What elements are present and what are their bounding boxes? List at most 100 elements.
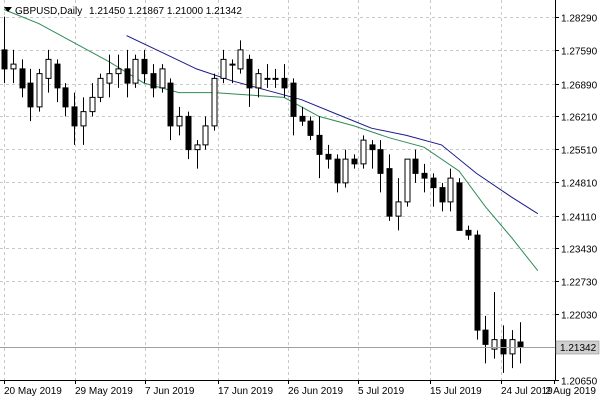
candle: [421, 163, 428, 193]
price-axis: 1.28290 1.27590 1.26890 1.26210 1.25510 1.248…: [555, 14, 598, 388]
candle: [334, 154, 341, 193]
candle-body-up: [404, 158, 411, 203]
candle: [500, 325, 507, 373]
candle-body-up: [447, 177, 454, 203]
candle: [325, 144, 332, 169]
candle: [290, 78, 297, 136]
candle-body-up: [272, 77, 279, 80]
candle-body-down: [185, 115, 192, 151]
candle-body-down: [281, 77, 288, 89]
candle-body-down: [351, 158, 358, 165]
time-tick-label: 7 Jun 2019: [145, 386, 195, 397]
candle: [71, 92, 78, 145]
price-tick-label: 1.24810: [561, 179, 598, 190]
candle-body-down: [124, 68, 131, 84]
candle-body-down: [412, 158, 419, 174]
candle: [465, 225, 472, 240]
price-tick-label: 1.25510: [561, 146, 598, 157]
candle: [316, 116, 323, 179]
candle-body-up: [194, 144, 201, 151]
time-tick-label: 15 Jul 2019: [430, 386, 482, 397]
candle: [176, 106, 183, 136]
triangle-down-icon[interactable]: [4, 7, 12, 12]
candle: [141, 49, 148, 84]
plot-area[interactable]: [0, 0, 555, 380]
ma-slow-layer: [126, 35, 539, 215]
candle-body-down: [299, 115, 306, 122]
candle: [19, 59, 26, 98]
candle: [150, 64, 157, 98]
candle-body-down: [246, 58, 253, 89]
price-tick-label: 1.27590: [561, 47, 598, 58]
candle: [404, 158, 411, 207]
candle: [307, 116, 314, 141]
candle-body-down: [1, 49, 8, 70]
price-tick-label: 1.23430: [561, 245, 598, 256]
candle: [159, 64, 166, 93]
candle: [255, 68, 262, 98]
candle-body-down: [27, 82, 34, 108]
candle-body-down: [290, 82, 297, 117]
candle-body-up: [342, 158, 349, 184]
candle: [10, 49, 17, 84]
candle-body-up: [106, 73, 113, 84]
candle-body-down: [62, 87, 69, 108]
time-tick-label: 17 Jun 2019: [218, 386, 273, 397]
time-tick-label: 26 Jun 2019: [288, 386, 343, 397]
price-tick-label: 1.26890: [561, 81, 598, 92]
candle-body-down: [369, 144, 376, 151]
candle: [369, 140, 376, 169]
candle: [342, 149, 349, 188]
candle: [124, 49, 131, 98]
candle: [395, 178, 402, 231]
candle-body-down: [430, 177, 437, 189]
candle-body-down: [316, 134, 323, 155]
candle: [447, 168, 454, 212]
price-tick-label: 1.28290: [561, 14, 598, 25]
candle: [220, 49, 227, 84]
ma-fast-line: [3, 9, 539, 272]
current-price-label: 1.21342: [560, 343, 597, 354]
candle: [132, 54, 139, 88]
candle: [351, 154, 358, 169]
candle: [194, 140, 201, 169]
time-tick-label: 20 May 2019: [4, 386, 62, 397]
candle: [509, 330, 516, 369]
ma-slow-line: [126, 35, 539, 215]
candle: [237, 40, 244, 74]
candle-body-down: [141, 58, 148, 75]
candle-body-down: [71, 106, 78, 127]
candle-body-down: [19, 68, 26, 89]
candle-body-down: [482, 329, 489, 345]
candle-body-down: [307, 120, 314, 136]
candle-body-up: [202, 125, 209, 146]
candle-body-up: [159, 68, 166, 89]
candle: [377, 140, 384, 193]
candle-body-up: [229, 63, 236, 66]
candle: [430, 173, 437, 207]
candle: [115, 54, 122, 88]
candle-body-down: [167, 82, 174, 127]
time-tick-label: 2 Aug 2019: [545, 386, 596, 397]
candle-body-up: [97, 77, 104, 98]
candle: [456, 178, 463, 231]
current-price-badge: [555, 340, 600, 355]
price-tick-label: 1.20650: [561, 377, 598, 388]
candle: [229, 59, 236, 84]
candle: [89, 83, 96, 117]
price-tick-label: 1.22030: [561, 311, 598, 322]
candle-body-down: [54, 63, 61, 89]
candle-body-down: [386, 168, 393, 217]
candle-body-down: [456, 182, 463, 231]
candle-body-up: [80, 111, 87, 127]
candle: [45, 49, 52, 93]
candles-layer: [1, 16, 524, 373]
candle: [54, 59, 61, 103]
price-tick-label: 1.24110: [561, 213, 597, 224]
candle-body-up: [255, 73, 262, 89]
candle: [167, 78, 174, 141]
candle: [106, 54, 113, 98]
candle-body-up: [509, 339, 516, 355]
candle-body-up: [220, 58, 227, 79]
